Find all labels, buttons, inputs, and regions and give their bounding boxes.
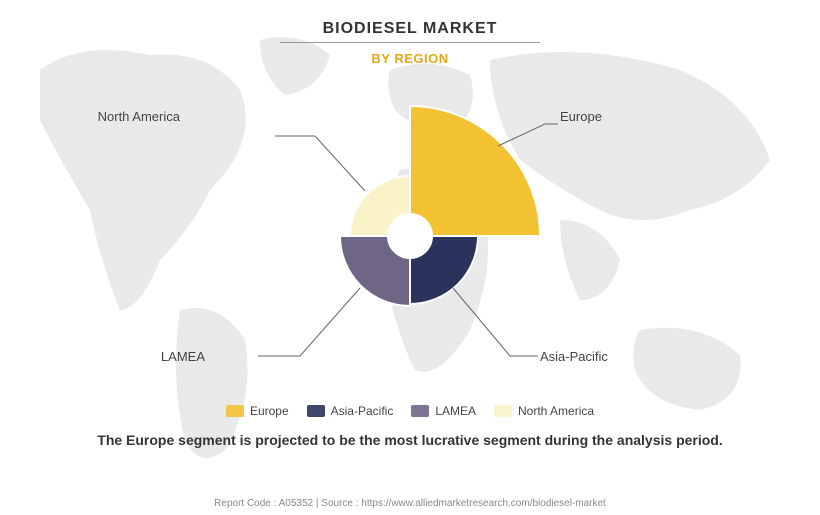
legend-label: North America xyxy=(518,404,594,418)
chart-container: BIODIESEL MARKET BY REGION Europe Asia-Pa… xyxy=(0,0,820,515)
legend-label: Asia-Pacific xyxy=(331,404,394,418)
chart-area: Europe Asia-Pacific LAMEA North America xyxy=(0,76,820,396)
slice-label-europe: Europe xyxy=(560,109,602,124)
legend-item-asia-pacific: Asia-Pacific xyxy=(307,404,394,418)
legend-item-lamea: LAMEA xyxy=(411,404,476,418)
legend-swatch xyxy=(494,405,512,417)
slice-label-asia-pacific: Asia-Pacific xyxy=(540,349,608,364)
donut-hole xyxy=(388,214,432,258)
chart-subtitle: BY REGION xyxy=(371,51,448,66)
leader-line xyxy=(453,288,538,356)
legend-label: Europe xyxy=(250,404,289,418)
legend-item-europe: Europe xyxy=(226,404,289,418)
title-underline xyxy=(280,42,540,43)
legend-swatch xyxy=(411,405,429,417)
chart-caption: The Europe segment is projected to be th… xyxy=(97,432,722,448)
slice-label-north-america: North America xyxy=(98,109,181,124)
legend-swatch xyxy=(307,405,325,417)
chart-title: BIODIESEL MARKET xyxy=(323,20,498,38)
slice-europe xyxy=(410,106,540,236)
leader-line xyxy=(275,136,365,191)
leader-line xyxy=(258,288,360,356)
legend: Europe Asia-Pacific LAMEA North America xyxy=(226,404,594,418)
slice-label-lamea: LAMEA xyxy=(161,349,205,364)
polar-area-chart: Europe Asia-Pacific LAMEA North America xyxy=(0,76,820,396)
legend-item-north-america: North America xyxy=(494,404,594,418)
legend-swatch xyxy=(226,405,244,417)
legend-label: LAMEA xyxy=(435,404,476,418)
leader-line xyxy=(498,124,558,146)
